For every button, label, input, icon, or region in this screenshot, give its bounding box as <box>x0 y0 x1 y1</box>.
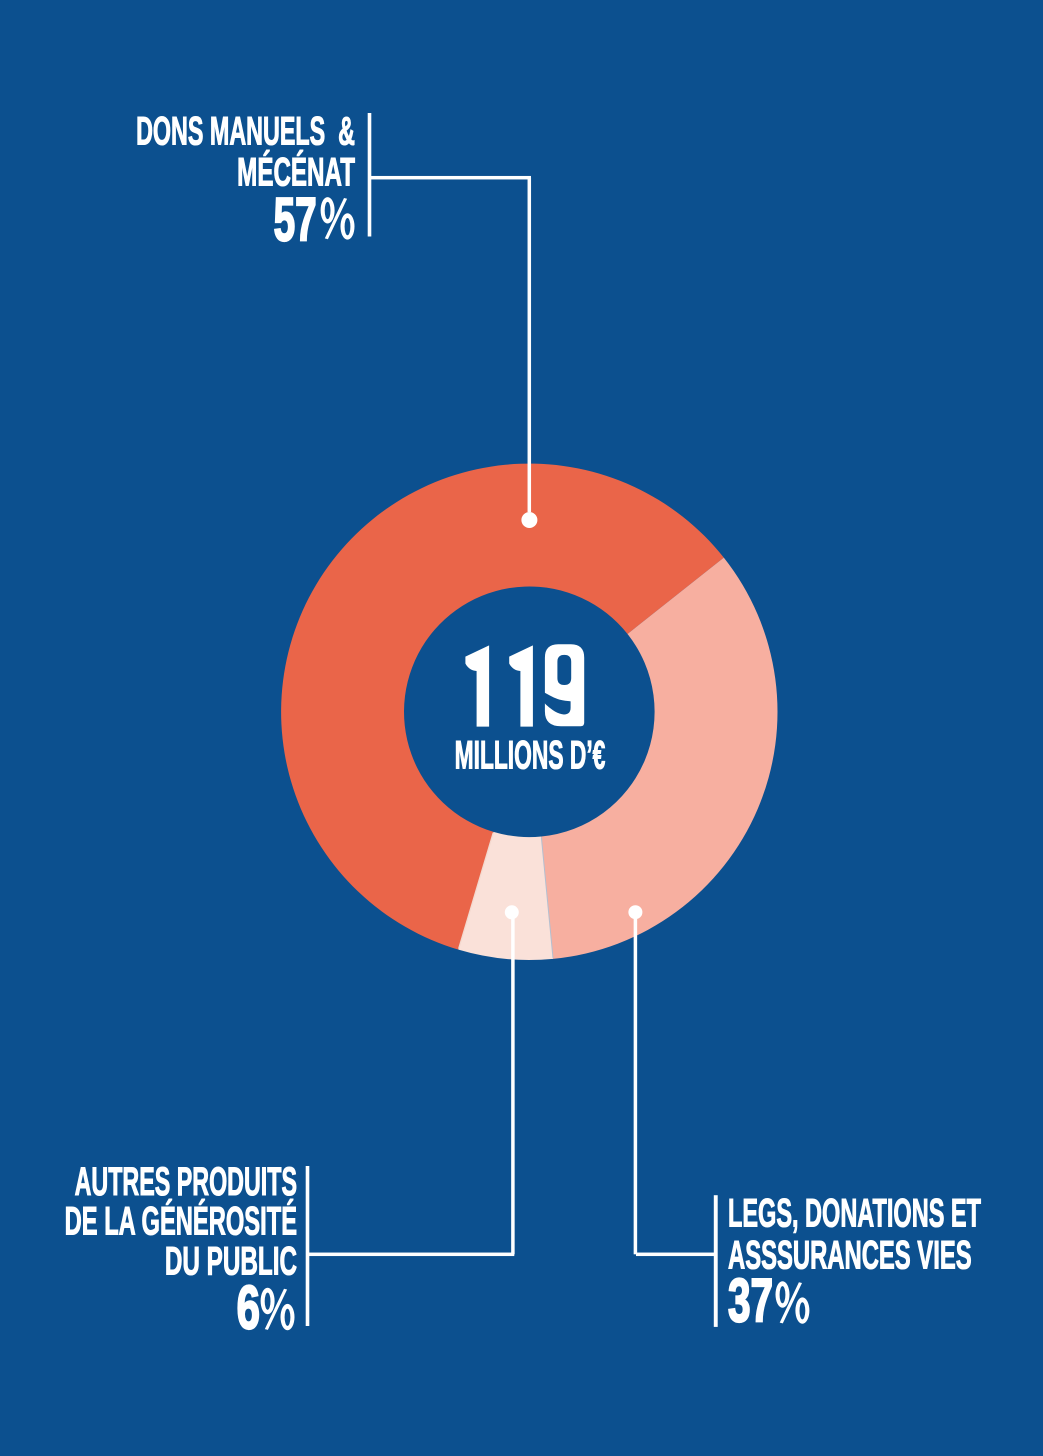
svg-text:MILLIONS D’€: MILLIONS D’€ <box>455 733 606 777</box>
svg-text:AUTRES PRODUITS: AUTRES PRODUITS <box>75 1158 297 1203</box>
svg-text:MÉCÉNAT: MÉCÉNAT <box>237 149 355 195</box>
svg-text:57: 57 <box>274 185 317 253</box>
svg-text:37: 37 <box>728 1266 773 1334</box>
svg-text:6: 6 <box>237 1275 260 1343</box>
svg-text:DU PUBLIC: DU PUBLIC <box>165 1239 297 1284</box>
svg-text:LEGS, DONATIONS ET: LEGS, DONATIONS ET <box>728 1190 981 1235</box>
svg-text:DONS MANUELS &: DONS MANUELS & <box>136 108 355 153</box>
svg-text:DE LA GÉNÉROSITÉ: DE LA GÉNÉROSITÉ <box>65 1198 297 1243</box>
svg-text:ASSSURANCES VIES: ASSSURANCES VIES <box>728 1232 972 1277</box>
